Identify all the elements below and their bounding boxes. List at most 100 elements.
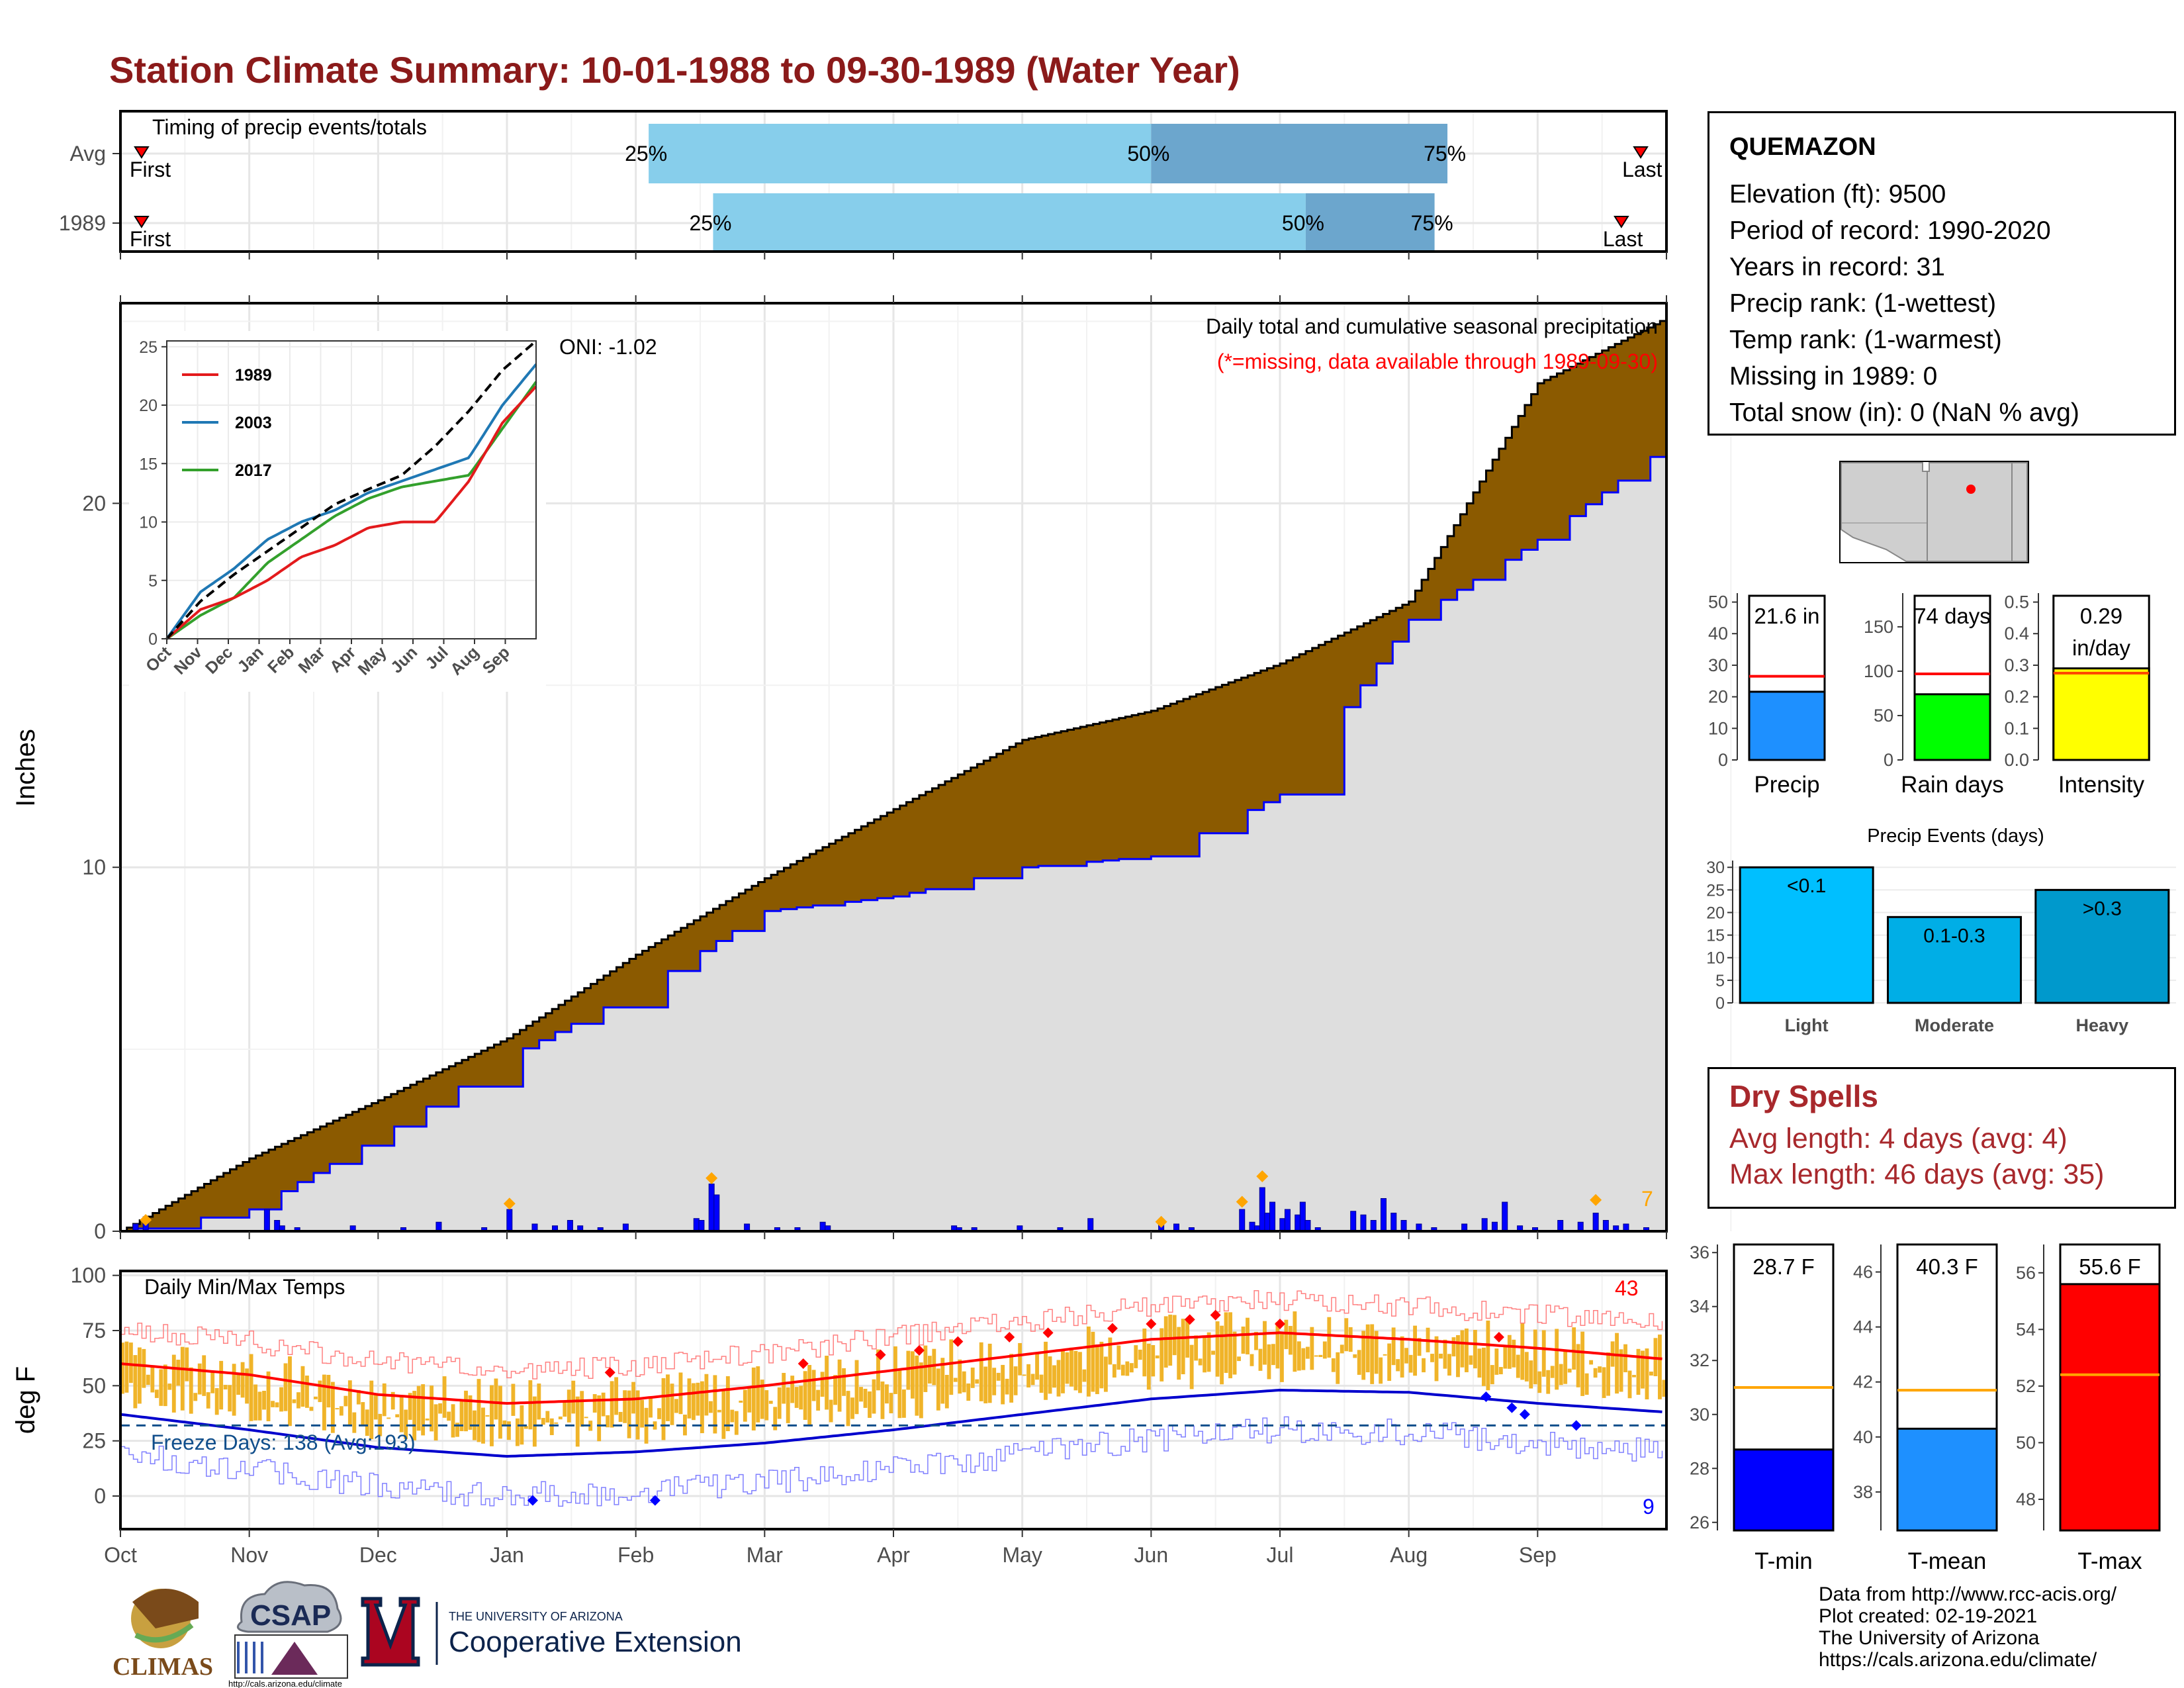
daily-temp-bar: [228, 1385, 232, 1412]
daily-temp-bar: [1189, 1344, 1194, 1389]
daily-precip-bar: [1481, 1218, 1488, 1232]
daily-temp-bar: [571, 1380, 576, 1414]
daily-temp-bar: [408, 1393, 412, 1420]
daily-temp-bar: [1138, 1349, 1142, 1360]
temp-summary-ytick-label: 52: [2016, 1376, 2036, 1396]
daily-temp-bar: [275, 1402, 279, 1408]
daily-temp-bar: [202, 1355, 206, 1396]
daily-temp-bar: [292, 1399, 296, 1403]
daily-temp-bar: [404, 1409, 408, 1439]
daily-temp-bar: [1288, 1326, 1293, 1355]
daily-temp-bar: [447, 1411, 451, 1421]
daily-temp-bar: [1310, 1327, 1314, 1370]
daily-temp-bar: [640, 1399, 644, 1428]
daily-temp-bar: [803, 1371, 807, 1420]
daily-precip-bar: [1264, 1213, 1271, 1232]
daily-temp-bar: [154, 1389, 159, 1398]
daily-temp-bar: [1314, 1355, 1318, 1357]
events-category-label: Moderate: [1915, 1015, 1994, 1035]
daily-temp-bar: [816, 1389, 821, 1411]
daily-temp-bar: [176, 1360, 181, 1386]
daily-temp-bar: [150, 1366, 155, 1393]
daily-temp-bar: [1469, 1355, 1473, 1365]
temp-summary-bar: [1733, 1448, 1835, 1532]
temp-summary-ytick-label: 54: [2016, 1319, 2036, 1339]
events-ytick-label: 0: [1715, 994, 1725, 1013]
daily-temp-bar: [223, 1385, 228, 1390]
daily-temp-bar: [1477, 1348, 1482, 1378]
daily-temp-bar: [725, 1376, 730, 1431]
daily-temp-bar: [975, 1379, 979, 1384]
daily-temp-bar: [751, 1367, 756, 1430]
inset-legend-label: 2017: [235, 461, 272, 480]
daily-temp-bar: [610, 1381, 614, 1428]
daily-temp-bar: [1481, 1347, 1486, 1386]
month-label: Jun: [1134, 1543, 1169, 1567]
daily-temp-bar: [773, 1407, 778, 1430]
temp-summary-bars: 28.7 F 26 28 30 32 34 36 T-min 40.3 F 38 40 42 44 46 T…: [1690, 1243, 2161, 1574]
temp-summary-ytick-label: 46: [1853, 1262, 1873, 1282]
daily-temp-bar: [1108, 1337, 1113, 1365]
month-label: Sep: [1519, 1543, 1557, 1567]
daily-precip-bar: [1239, 1209, 1246, 1232]
daily-temp-bar: [494, 1378, 498, 1420]
daily-temp-bar: [507, 1421, 511, 1440]
daily-precip-bar: [1269, 1201, 1276, 1232]
daily-temp-bar: [387, 1417, 391, 1419]
daily-temp-bar: [159, 1369, 163, 1406]
daily-temp-bar: [1413, 1325, 1417, 1376]
record-low-line: [120, 1416, 1663, 1507]
daily-temp-bar: [1125, 1361, 1130, 1376]
daily-temp-bar: [876, 1349, 880, 1391]
inset-series-1989: [165, 385, 537, 640]
daily-temp-bar: [1116, 1345, 1121, 1370]
daily-temp-bar: [721, 1389, 726, 1439]
summary-ytick-label: 40: [1708, 624, 1728, 643]
freeze-days-label: Freeze Days: 138 (Avg:193): [151, 1430, 416, 1454]
summary-bar-name: Intensity: [2058, 772, 2145, 798]
last-label: Last: [1603, 227, 1643, 251]
daily-temp-bar: [171, 1354, 176, 1413]
daily-temp-bar: [1546, 1370, 1551, 1394]
daily-temp-bar: [1250, 1354, 1254, 1366]
inset-series-2003: [165, 363, 537, 640]
daily-precip-bar: [1577, 1221, 1584, 1232]
daily-temp-bar: [1555, 1329, 1559, 1390]
record-high-marker: [875, 1349, 886, 1360]
daily-temp-bar: [326, 1374, 331, 1408]
events-bar-label: 0.1-0.3: [1923, 925, 1985, 947]
daily-temp-bar: [687, 1378, 692, 1419]
daily-precip-bar: [435, 1221, 442, 1232]
daily-temp-bar: [1361, 1331, 1366, 1380]
summary-bar-label2: in/day: [2072, 635, 2131, 660]
daily-temp-bar: [541, 1417, 545, 1425]
daily-temp-bar: [1383, 1354, 1387, 1356]
daily-temp-bar: [799, 1385, 803, 1410]
precip-ytick-label: 20: [82, 491, 106, 515]
daily-temp-bar: [240, 1362, 245, 1398]
daily-precip-bar: [1295, 1214, 1301, 1232]
daily-temp-bar: [1005, 1378, 1009, 1395]
events-bar-label: <0.1: [1787, 875, 1826, 897]
daily-temp-bar: [666, 1374, 670, 1421]
summary-ytick-label: 0.3: [2004, 655, 2029, 675]
daily-temp-bar: [545, 1411, 550, 1423]
daily-temp-bar: [958, 1359, 962, 1394]
extreme-precip-marker: [705, 1172, 718, 1184]
daily-precip-bar: [1592, 1213, 1599, 1232]
locator-map: [1839, 461, 2029, 563]
inset-ytick-label: 25: [139, 338, 158, 357]
daily-temp-bar: [1348, 1327, 1353, 1352]
daily-temp-bar: [219, 1360, 224, 1410]
daily-temp-bar: [421, 1384, 426, 1436]
timing-bar-25-50: [713, 193, 1306, 253]
daily-temp-bar: [842, 1368, 846, 1396]
cumulative-average-line: [120, 318, 1668, 1233]
daily-temp-bar: [829, 1399, 833, 1423]
daily-temp-bar: [919, 1362, 923, 1419]
station-missing: Missing in 1989: 0: [1729, 362, 1938, 391]
daily-temp-bar: [245, 1368, 250, 1404]
ua-small-text: THE UNIVERSITY OF ARIZONA: [449, 1610, 623, 1623]
daily-temp-bar: [502, 1420, 507, 1426]
